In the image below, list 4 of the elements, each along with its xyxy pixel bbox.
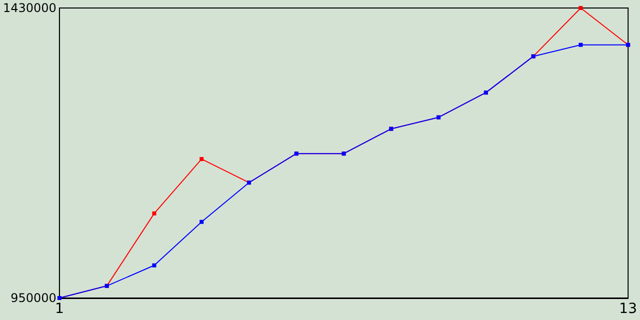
y-tick-label: 1430000	[2, 1, 56, 15]
x-tick-label: 13	[619, 301, 638, 317]
y-tick-label: 950000	[10, 291, 56, 305]
x-tick-label: 1	[54, 301, 64, 317]
